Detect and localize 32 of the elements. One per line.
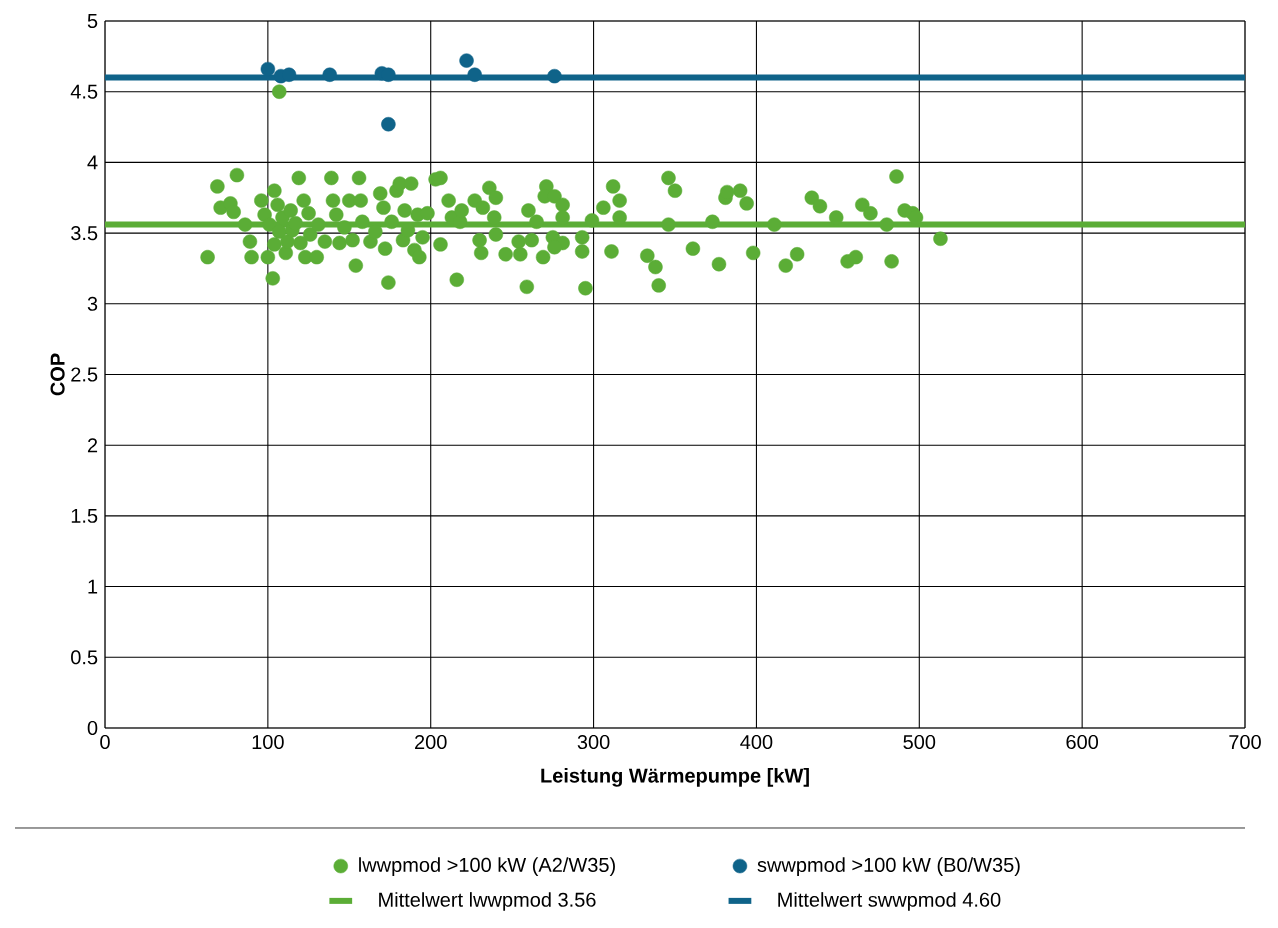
y-tick-label: 3 xyxy=(87,296,98,311)
x-tick-label: 400 xyxy=(740,734,773,750)
legend-label: Mittelwert swwpmod 4.60 xyxy=(778,892,1001,911)
legend-label: Mittelwert lwwpmod 3.56 xyxy=(379,892,596,911)
point xyxy=(547,68,562,84)
point xyxy=(381,117,396,132)
x-tick-label: 500 xyxy=(903,734,936,750)
x-tick-label: 700 xyxy=(1229,734,1261,750)
x-tick-label: 300 xyxy=(577,734,610,750)
x-axis-title: Leistung Wärmepumpe [kW] xyxy=(541,768,809,787)
y-tick-label: 4.5 xyxy=(70,84,98,99)
legend-label: swwpmod >100 kW (B0/W35) xyxy=(757,857,1020,876)
point xyxy=(322,67,337,82)
y-tick-label: 0 xyxy=(87,720,98,736)
y-tick-label: 3.5 xyxy=(71,226,98,241)
point xyxy=(381,67,396,82)
point xyxy=(467,67,482,82)
y-tick-label: 2 xyxy=(87,438,98,453)
y-tick-label: 2.5 xyxy=(71,367,98,382)
legend-label: lwwpmod >100 kW (A2/W35) xyxy=(359,857,615,876)
y-tick-label: 1 xyxy=(88,579,98,594)
x-tick-label: 200 xyxy=(415,734,447,750)
y-axis-title: COP xyxy=(50,353,65,396)
y-tick-label: 4 xyxy=(87,155,98,170)
x-tick-label: 600 xyxy=(1066,734,1099,750)
x-tick-label: 100 xyxy=(252,734,284,750)
x-tick-label: 0 xyxy=(100,734,110,750)
point xyxy=(260,61,276,77)
y-tick-label: 1.5 xyxy=(71,508,98,523)
y-tick-label: 5 xyxy=(87,14,98,28)
point xyxy=(459,53,474,68)
y-tick-label: 0.5 xyxy=(71,650,98,665)
